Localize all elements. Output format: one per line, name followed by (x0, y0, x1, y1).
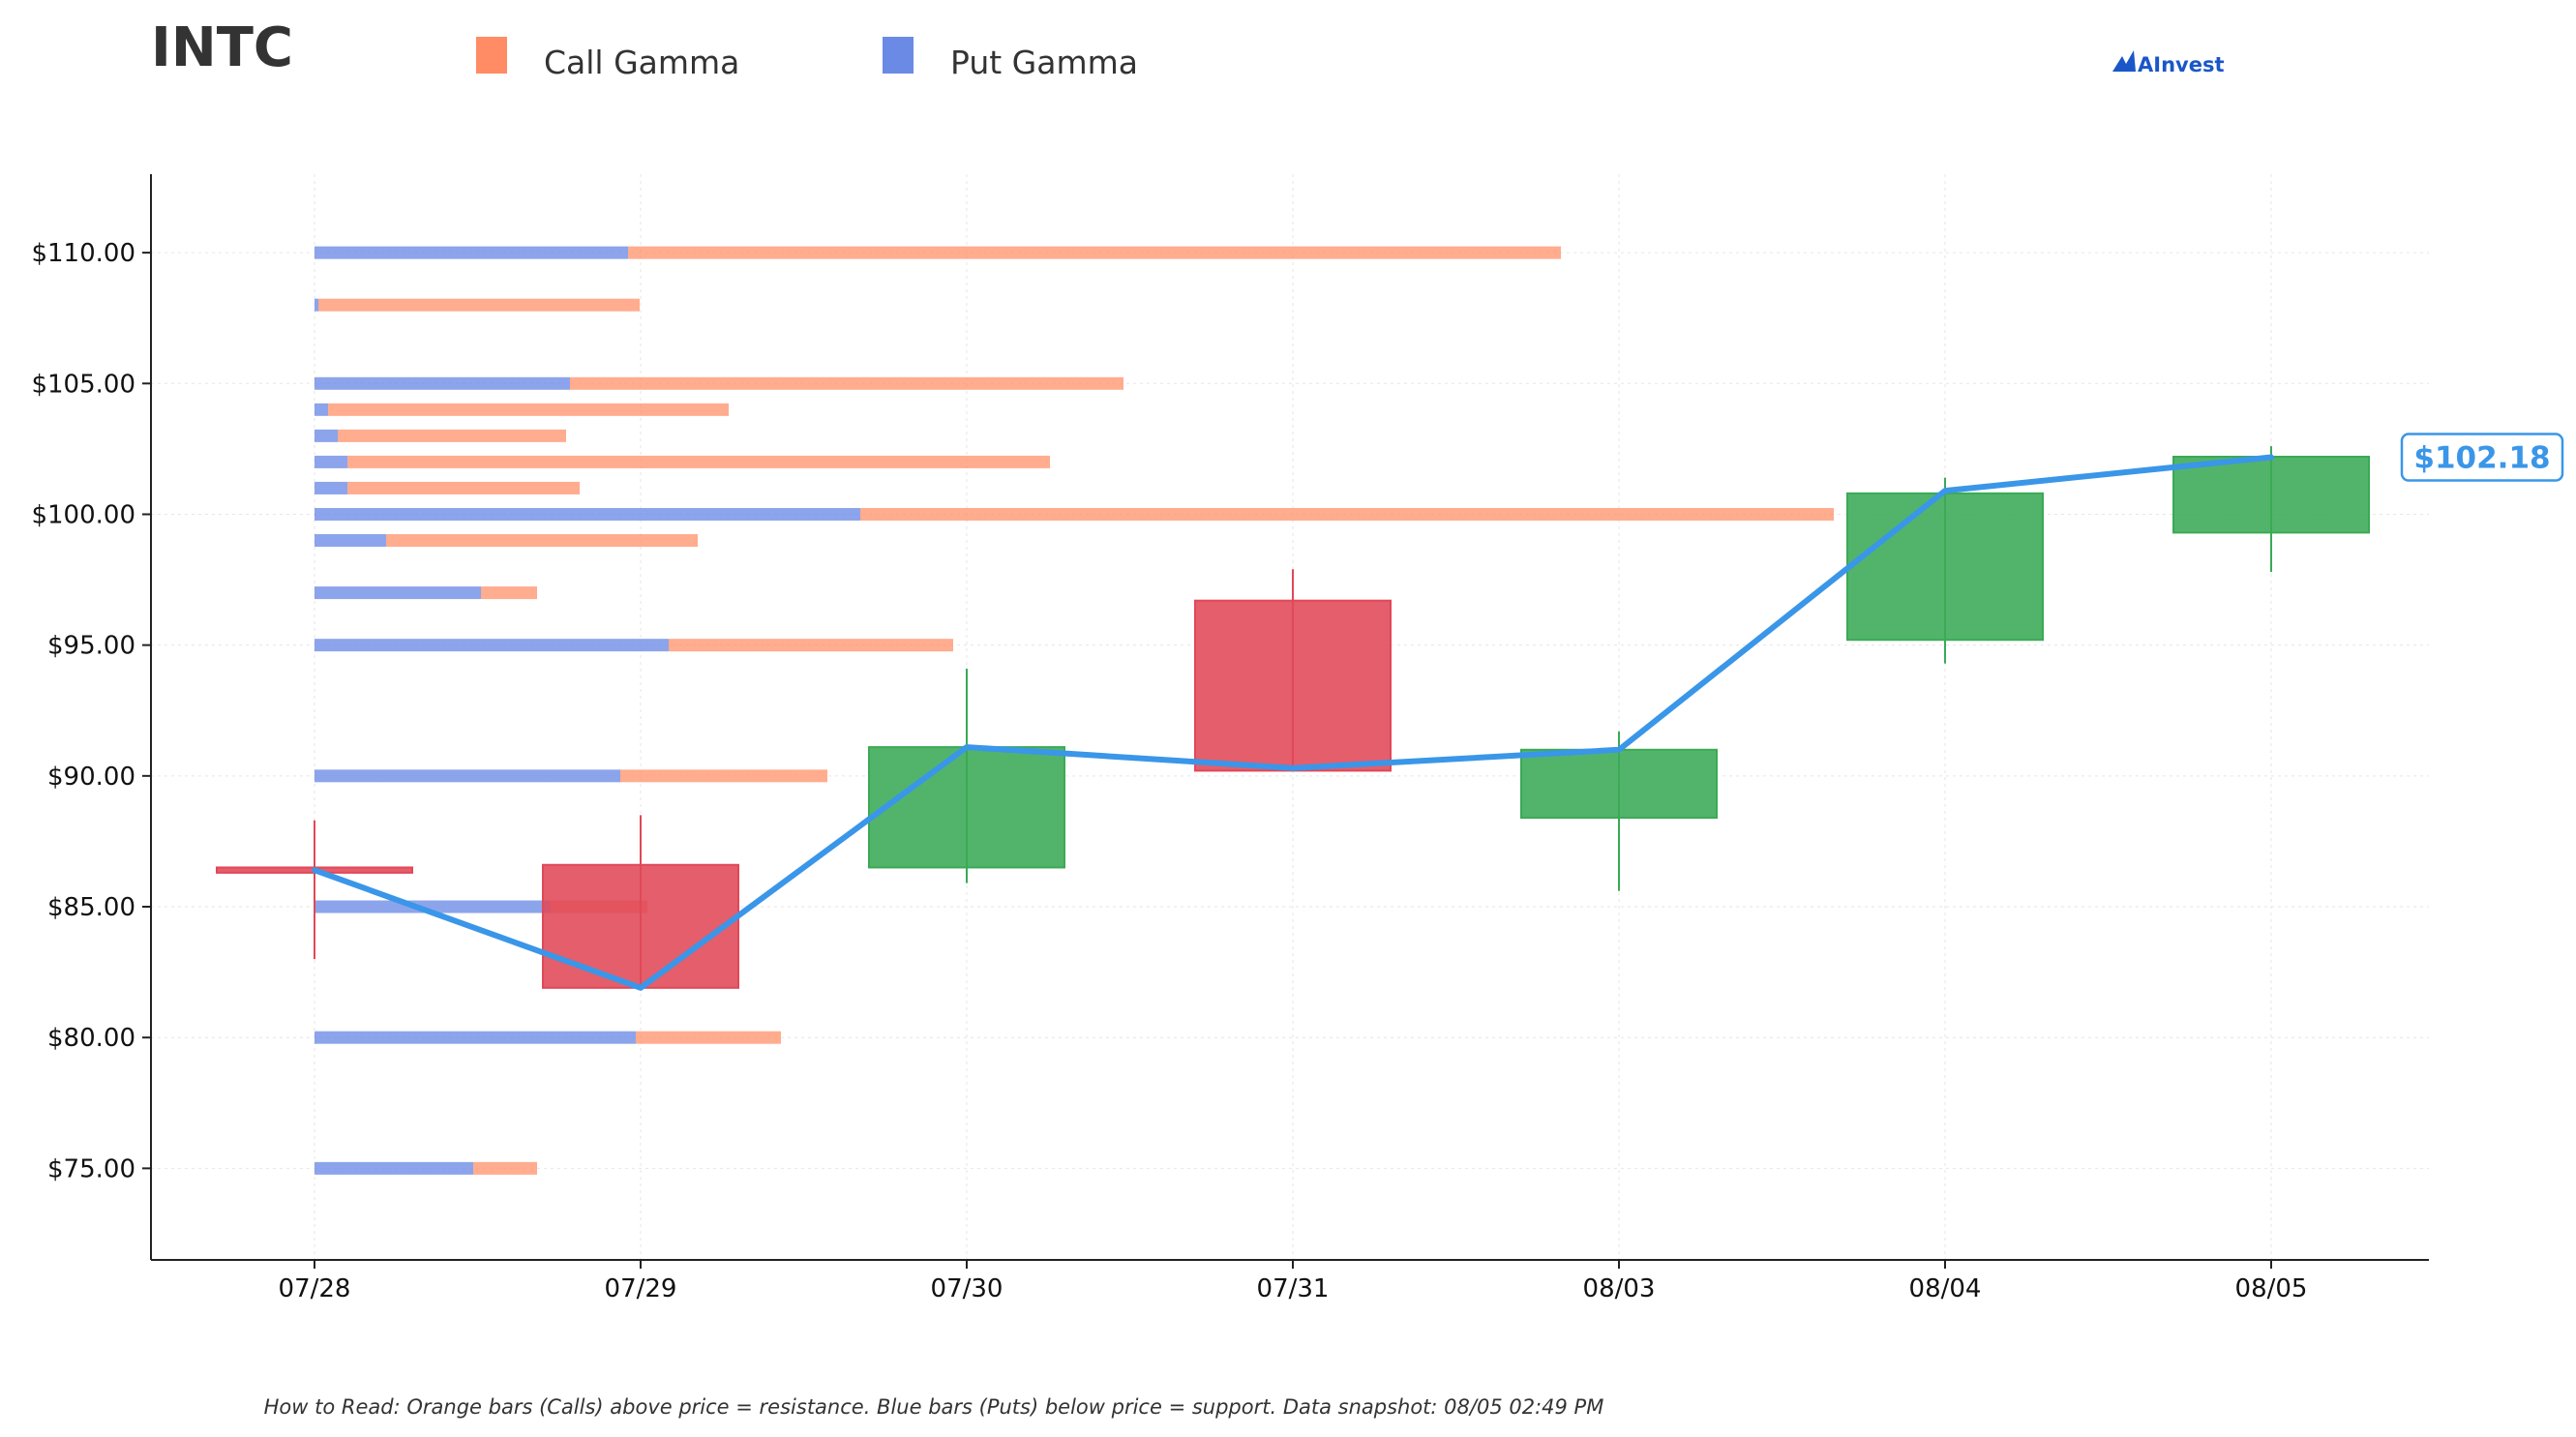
call-gamma-bar (628, 246, 1561, 259)
call-gamma-bar (620, 769, 827, 783)
candle-body (2172, 455, 2370, 534)
put-gamma-bar (315, 534, 386, 548)
last-price-tag: $102.18 (2400, 433, 2564, 482)
put-gamma-bar (315, 1161, 473, 1175)
call-gamma-bar (669, 639, 953, 652)
axes: $75.00 $80.00 $85.00 $90.00 $95.00 $100.00 $10… (31, 174, 2429, 1303)
put-gamma-bar (315, 246, 628, 259)
gamma-bars (315, 246, 1834, 1175)
candle-body (1846, 492, 2044, 642)
candle-body (1520, 748, 1718, 820)
put-gamma-bar (315, 769, 620, 783)
ainvest-logo-text: AInvest (2138, 53, 2225, 76)
call-gamma-bar (636, 1031, 781, 1044)
y-tick-label: $95.00 (47, 632, 135, 661)
y-tick-label: $80.00 (47, 1024, 135, 1053)
x-tick-label: 08/04 (1909, 1274, 1982, 1303)
put-gamma-bar (315, 1031, 636, 1044)
x-tick-label: 07/29 (605, 1274, 677, 1303)
call-gamma-bar (386, 534, 698, 548)
put-gamma-bar (315, 376, 570, 390)
price-line (312, 454, 2274, 991)
put-gamma-bar (315, 900, 551, 913)
call-gamma-bar (473, 1161, 537, 1175)
call-gamma-bar (481, 586, 537, 600)
last-price-tag-label: $102.18 (2413, 441, 2550, 476)
x-tick-label: 07/28 (279, 1274, 351, 1303)
call-gamma-bar (328, 403, 729, 416)
put-gamma-bar (315, 481, 347, 494)
price-line-group (312, 454, 2274, 991)
candle-body (542, 863, 739, 989)
x-tick-label: 08/05 (2235, 1274, 2308, 1303)
x-tick-label: 07/30 (931, 1274, 1003, 1303)
last-price-tag-box (2400, 433, 2564, 482)
call-gamma-bar (347, 481, 580, 494)
legend-call-label: Call Gamma (544, 44, 739, 81)
x-tick-label: 08/03 (1583, 1274, 1656, 1303)
legend-call-swatch (476, 37, 507, 74)
call-gamma-bar (338, 429, 566, 442)
ticker-title: INTC (151, 16, 293, 79)
put-gamma-bar (315, 639, 669, 652)
call-gamma-bar (570, 376, 1123, 390)
x-tick-label: 07/31 (1257, 1274, 1330, 1303)
put-gamma-bar (315, 586, 481, 600)
candle-body (1194, 599, 1392, 772)
put-gamma-bar (315, 507, 860, 521)
y-tick-label: $90.00 (47, 763, 135, 792)
ainvest-logo: AInvest (2112, 50, 2225, 76)
candle-body (868, 746, 1065, 869)
y-tick-label: $85.00 (47, 893, 135, 922)
call-gamma-bar (347, 455, 1050, 468)
legend-put-label: Put Gamma (950, 44, 1138, 81)
ainvest-logo-icon (2112, 50, 2136, 72)
y-tick-label: $105.00 (31, 370, 135, 399)
put-gamma-bar (315, 403, 328, 416)
y-tick-label: $75.00 (47, 1154, 135, 1183)
put-gamma-bar (315, 298, 318, 312)
y-tick-label: $110.00 (31, 239, 135, 268)
put-gamma-bar (315, 429, 338, 442)
put-gamma-bar (315, 455, 347, 468)
footnote: How to Read: Orange bars (Calls) above p… (264, 1395, 1604, 1419)
legend-put-swatch (883, 37, 914, 74)
call-gamma-bar (318, 298, 640, 312)
y-tick-label: $100.00 (31, 500, 135, 529)
candlesticks (216, 446, 2370, 989)
call-gamma-bar (860, 507, 1834, 521)
